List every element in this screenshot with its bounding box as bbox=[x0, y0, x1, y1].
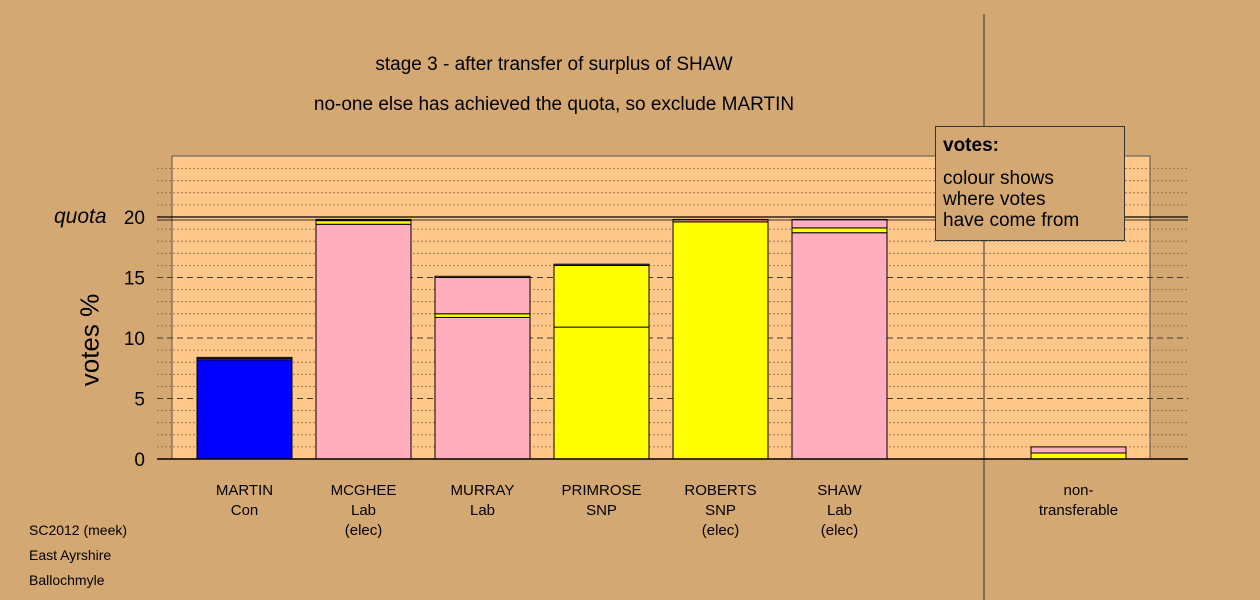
bar-martin-segment-lab bbox=[196, 356, 293, 360]
candidate-label-shaw: SHAW Lab (elec) bbox=[780, 481, 900, 541]
candidate-label-martin: MARTIN Con bbox=[185, 481, 305, 521]
y-tick-label: 0 bbox=[134, 450, 145, 471]
candidate-status: (elec) bbox=[344, 522, 383, 539]
candidate-name: MARTIN bbox=[215, 482, 274, 499]
legend-heading: votes: bbox=[943, 135, 999, 156]
bar-primrose-segment-snp bbox=[553, 264, 650, 328]
candidate-party: Con bbox=[230, 502, 259, 519]
quota-label: quota bbox=[54, 205, 107, 228]
bar-non-transferable-segment-lab bbox=[1030, 446, 1127, 454]
candidate-party: Lab bbox=[469, 502, 496, 519]
y-tick-label: 5 bbox=[134, 390, 145, 411]
bar-murray-segment-snp bbox=[434, 275, 531, 279]
legend-body: colour shows where votes have come from bbox=[943, 168, 1080, 231]
legend-box: votes: colour shows where votes have com… bbox=[935, 126, 1125, 241]
candidate-name: MURRAY bbox=[450, 482, 515, 499]
candidate-name: PRIMROSE bbox=[561, 482, 642, 499]
bar-primrose-segment-lab bbox=[553, 263, 650, 266]
footer-ward: Ballochmyle bbox=[29, 572, 105, 588]
footer-council: East Ayrshire bbox=[29, 547, 112, 563]
candidate-label-primrose: PRIMROSE SNP bbox=[542, 481, 662, 521]
candidate-name: SHAW bbox=[817, 482, 862, 499]
bar-primrose-segment-snp bbox=[553, 326, 650, 460]
footer-election: SC2012 (meek) bbox=[29, 522, 128, 538]
candidate-label-murray: MURRAY Lab bbox=[423, 481, 543, 521]
y-axis-label: votes % bbox=[74, 293, 105, 387]
candidate-label-roberts: ROBERTS SNP (elec) bbox=[661, 481, 781, 541]
bar-murray-segment-snp bbox=[434, 313, 531, 318]
bar-martin-segment-con bbox=[196, 359, 293, 460]
bar-murray-segment-lab bbox=[434, 316, 531, 460]
bar-non-transferable-segment-snp bbox=[1030, 452, 1127, 460]
y-tick-label: 10 bbox=[124, 329, 145, 350]
chart-title: stage 3 - after transfer of surplus of S… bbox=[375, 54, 733, 75]
candidate-status: (elec) bbox=[820, 522, 859, 539]
candidate-party: Lab bbox=[826, 502, 853, 519]
candidate-status: (elec) bbox=[701, 522, 740, 539]
candidate-name: ROBERTS bbox=[684, 482, 757, 499]
candidate-party: SNP bbox=[705, 502, 736, 519]
non-transferable-label: non- transferable bbox=[1038, 482, 1119, 519]
candidate-party: Lab bbox=[350, 502, 377, 519]
bar-roberts-segment-lab bbox=[672, 218, 769, 223]
candidate-party: SNP bbox=[586, 502, 617, 519]
bar-shaw-segment-lab bbox=[791, 232, 888, 460]
bar-murray-segment-lab bbox=[434, 277, 531, 315]
y-tick-label: 15 bbox=[124, 269, 145, 290]
candidate-name: MCGHEE bbox=[330, 482, 397, 499]
bar-roberts-segment-snp bbox=[672, 221, 769, 460]
bar-shaw-segment-lab bbox=[791, 218, 888, 229]
y-tick-label: 20 bbox=[124, 208, 145, 229]
candidate-label-mcghee: MCGHEE Lab (elec) bbox=[304, 481, 424, 541]
bar-shaw-segment-snp bbox=[791, 227, 888, 234]
bar-mcghee-segment-snp bbox=[315, 220, 412, 225]
chart-subtitle: no-one else has achieved the quota, so e… bbox=[313, 94, 795, 115]
bar-mcghee-segment-lab bbox=[315, 223, 412, 460]
